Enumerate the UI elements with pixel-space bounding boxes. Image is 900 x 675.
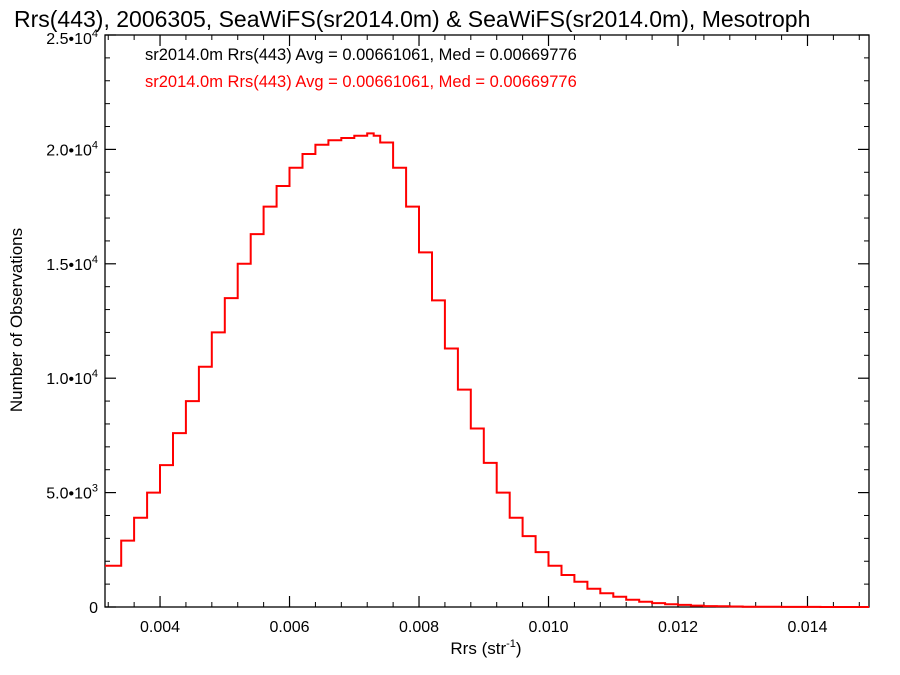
plot-frame (104, 34, 870, 608)
y-axis-label: Number of Observations (7, 228, 26, 412)
legend: sr2014.0m Rrs(443) Avg = 0.00661061, Med… (145, 46, 577, 91)
x-tick-label: 0.006 (270, 619, 310, 636)
x-tick-label: 0.010 (528, 619, 568, 636)
y-axis: 0 5.0•103 1.0•104 1.5•104 2.0•104 2.5•104 (46, 28, 869, 617)
y-tick-label: 1.5•104 (46, 254, 98, 274)
y-tick-label: 5.0•103 (46, 483, 98, 503)
x-axis: 0.004 0.006 0.008 0.010 0.012 0.014 (107, 35, 860, 636)
x-tick-label: 0.014 (787, 619, 827, 636)
x-axis-label-close: ) (516, 639, 522, 658)
x-axis-label-base: Rrs (str (450, 639, 506, 658)
y-tick-label: 2.0•104 (46, 139, 98, 159)
x-axis-label: Rrs (str-1) (450, 638, 521, 658)
y-tick-label: 0 (89, 600, 98, 617)
histogram-series-red (105, 132, 869, 608)
x-tick-label: 0.004 (140, 619, 180, 636)
x-tick-label: 0.012 (658, 619, 698, 636)
legend-entry-0: sr2014.0m Rrs(443) Avg = 0.00661061, Med… (145, 46, 577, 64)
legend-entry-1: sr2014.0m Rrs(443) Avg = 0.00661061, Med… (145, 73, 577, 91)
y-tick-label: 1.0•104 (46, 368, 98, 388)
chart-title: Rrs(443), 2006305, SeaWiFS(sr2014.0m) & … (14, 6, 810, 32)
x-tick-label: 0.008 (399, 619, 439, 636)
x-axis-label-exponent: -1 (506, 638, 516, 650)
y-tick-label: 2.5•104 (46, 28, 98, 48)
